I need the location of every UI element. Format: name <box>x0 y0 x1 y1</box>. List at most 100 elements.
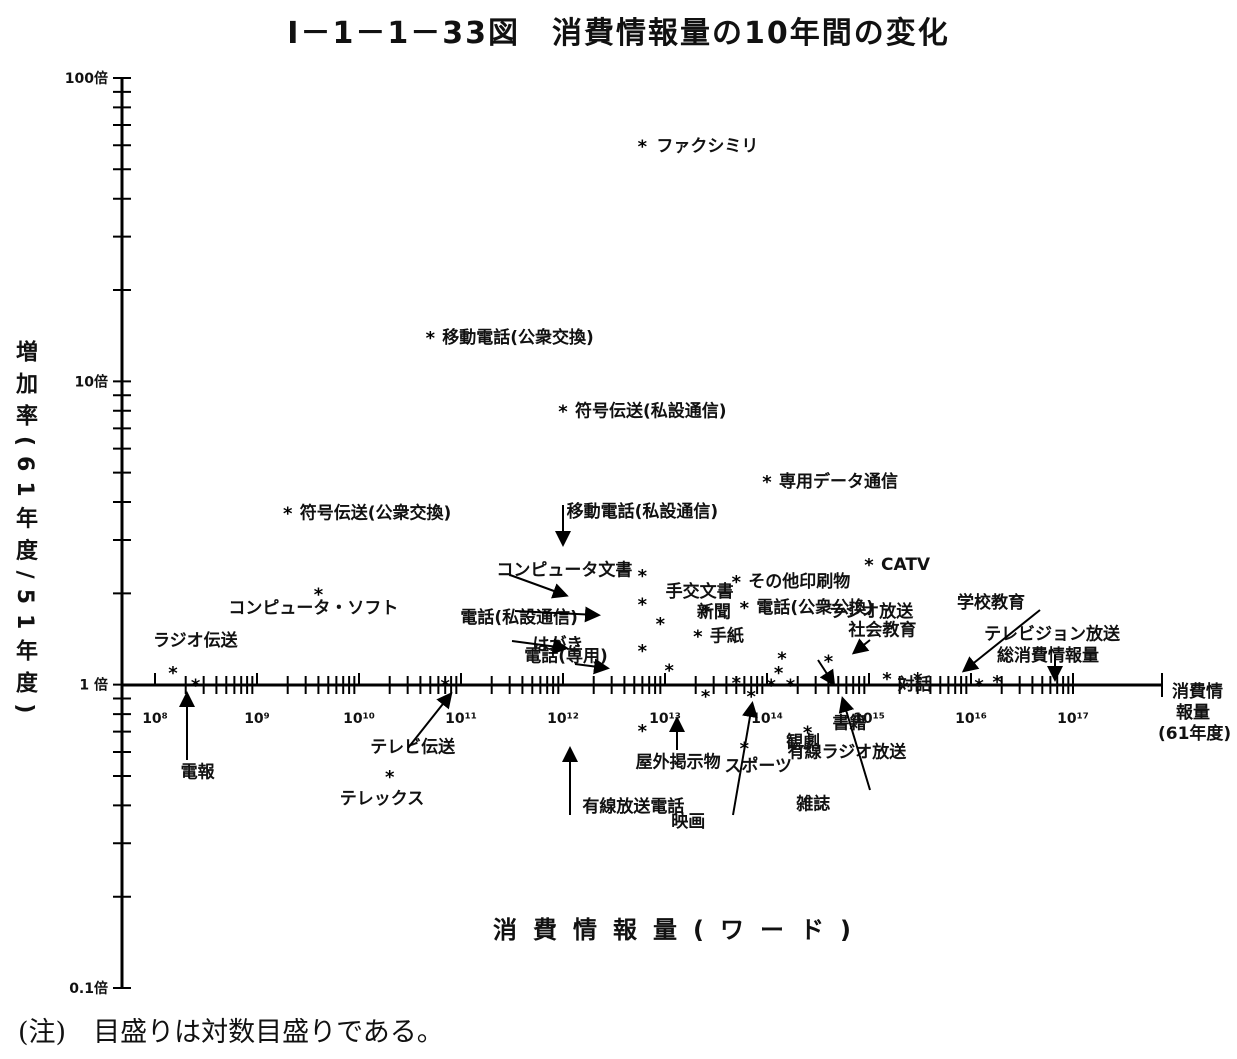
data-point-marker: * <box>882 669 892 690</box>
data-point-marker: * <box>732 572 742 593</box>
x-tick-label: 10¹⁵ <box>853 711 885 727</box>
data-point-marker: * <box>803 723 813 744</box>
data-point-marker: * <box>774 663 784 684</box>
data-point-marker: * <box>558 402 568 423</box>
x-axis-label: 消費情報量(ワード) <box>493 916 867 944</box>
data-point-label: 新聞 <box>697 601 731 622</box>
x-axis-end-label-line2: 報量 <box>1176 702 1210 723</box>
annotation-arrow <box>961 609 1041 673</box>
data-point-label: 手交文書 <box>666 581 734 602</box>
data-point-marker: * <box>824 652 834 673</box>
data-point-label: 総消費情報量 <box>997 645 1099 666</box>
data-point-marker: * <box>992 672 1002 693</box>
data-point-label: スポーツ <box>724 756 792 777</box>
data-point-marker: * <box>314 584 324 605</box>
data-point-label: 移動電話(公衆交換) <box>442 327 594 348</box>
x-tick-label: 10⁸ <box>142 711 168 727</box>
data-point-marker: * <box>767 676 777 697</box>
data-point-label: 社会教育 <box>847 620 916 641</box>
annotation-arrows <box>179 505 1063 816</box>
data-point-label: 対話 <box>897 674 932 695</box>
data-point-marker: * <box>777 648 787 669</box>
data-point-marker: * <box>191 676 201 697</box>
data-point-marker: * <box>426 328 436 349</box>
data-point-label: 学校教育 <box>957 592 1025 613</box>
data-point-marker: * <box>746 687 756 708</box>
data-point-marker: * <box>385 767 395 788</box>
data-point-marker: * <box>693 627 703 648</box>
data-point-marker: * <box>665 661 675 682</box>
data-point-marker: * <box>638 136 648 157</box>
data-point-label: 手紙 <box>710 626 744 647</box>
data-point-marker: * <box>638 721 648 742</box>
annotation-arrow <box>851 638 871 655</box>
data-point-marker: * <box>732 673 742 694</box>
data-point-label: CATV <box>881 555 931 575</box>
data-point-label: 電話(専用) <box>524 646 608 667</box>
data-point-label: 有線ラジオ放送 <box>788 742 908 763</box>
x-tick-label: 10¹⁴ <box>751 711 783 727</box>
data-point-label: 雑誌 <box>795 794 830 815</box>
data-point-label: その他印刷物 <box>748 571 850 592</box>
y-tick-label: 1 倍 <box>79 677 108 694</box>
data-point-label: ラジオ伝送 <box>153 630 239 651</box>
x-tick-label: 10¹⁰ <box>343 711 375 727</box>
annotation-arrow <box>514 606 601 623</box>
data-point-marker: * <box>864 555 874 576</box>
data-point-label: 専用データ通信 <box>779 471 898 492</box>
data-points: * ファクシミリ * 移動電話(公衆交換) * 符号伝送(私設通信) * 専用データ通信 * 符号… <box>153 136 1121 832</box>
y-tick-label: 0.1倍 <box>69 980 108 997</box>
data-point-label: テレビジョン放送 <box>984 624 1121 645</box>
annotation-arrow <box>574 658 610 675</box>
data-point-label: テレックス <box>340 789 425 809</box>
x-axis-end-label-line3: (61年度) <box>1158 723 1231 744</box>
data-point-marker: * <box>656 614 666 635</box>
data-point-label: 符号伝送(私設通信) <box>575 401 727 422</box>
y-axis-label: 増加率(61年度/51年度) <box>12 340 37 724</box>
data-point-label: 符号伝送(公衆交換) <box>300 502 452 523</box>
data-point-label: 移動電話(私設通信) <box>567 501 719 522</box>
annotation-arrow <box>732 701 758 816</box>
data-point-label: コンピュータ文書 <box>496 560 632 581</box>
x-tick-label: 10¹² <box>547 711 579 727</box>
data-point-marker: * <box>740 598 750 619</box>
data-point-marker: * <box>638 566 648 587</box>
y-tick-label: 100倍 <box>65 70 108 87</box>
x-tick-label: 10⁹ <box>244 711 270 727</box>
data-point-marker: * <box>786 676 796 697</box>
annotation-arrow <box>838 696 871 791</box>
data-point-marker: * <box>974 676 984 697</box>
data-point-label: 映画 <box>671 811 705 832</box>
x-tick-label: 10¹⁶ <box>955 711 987 727</box>
chart-title: Ⅰ－1－1－33図 消費情報量の10年間の変化 <box>287 16 950 51</box>
annotation-arrow <box>407 691 453 749</box>
annotation-arrow <box>511 638 569 655</box>
data-point-label: ファクシミリ <box>656 136 758 156</box>
data-point-label: テレビ伝送 <box>370 737 456 758</box>
annotation-arrow <box>509 574 569 599</box>
annotation-arrow <box>817 659 836 687</box>
data-point-marker: * <box>638 641 648 662</box>
data-point-marker: * <box>913 669 923 690</box>
data-point-marker: * <box>168 663 178 684</box>
x-tick-label: 10¹¹ <box>445 711 477 727</box>
y-axis-label-container: 増加率(61年度/51年度) <box>8 340 48 723</box>
data-point-label: コンピュータ・ソフト <box>228 598 398 618</box>
data-point-label: 電話(公衆公換) <box>756 597 874 618</box>
x-tick-label: 10¹⁷ <box>1057 711 1089 727</box>
data-point-label: 有線放送電話 <box>582 796 684 817</box>
data-point-marker: * <box>701 602 711 623</box>
data-point-label: 観劇 <box>786 732 820 753</box>
data-point-marker: * <box>638 595 648 616</box>
data-point-label: 屋外掲示物 <box>636 752 721 773</box>
data-point-label: ラジオ放送 <box>829 601 915 622</box>
data-point-label: 電報 <box>181 762 216 783</box>
y-tick-label: 10倍 <box>75 373 108 390</box>
data-point-marker: * <box>440 676 450 697</box>
data-point-marker: * <box>762 472 772 493</box>
x-axis-end-label-line1: 消費情 <box>1172 681 1223 702</box>
data-point-marker: * <box>701 687 711 708</box>
data-point-label: 電話(私設通信) <box>460 607 578 628</box>
